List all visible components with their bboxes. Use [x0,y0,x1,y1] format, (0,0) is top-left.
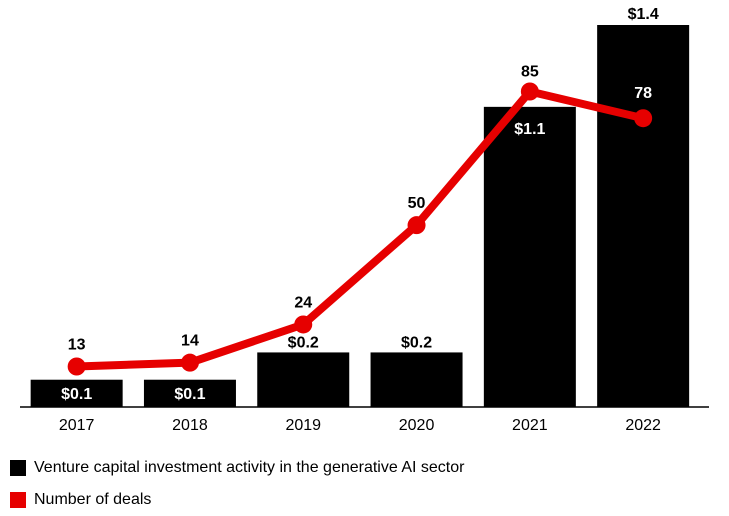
combo-chart: 2017 2018 2019 2020 2021 2022 $0.1 $0.1 $0.2 $0.2… [20,6,709,434]
deals-point-2022 [634,109,653,128]
x-tick-label-2018: 2018 [172,417,208,434]
labels-layer: 2017 2018 2019 2020 2021 2022 $0.1 $0.1 $0.2 $0.2… [59,6,661,434]
bar-value-label-2019: $0.2 [288,334,319,351]
legend-label-investment: Venture capital investment activity in t… [34,459,465,476]
x-tick-label-2019: 2019 [285,417,321,434]
bar-2018 [143,379,236,407]
deals-value-label-2020: 50 [408,195,426,212]
bar-2021 [483,106,576,407]
bars-layer [30,25,690,407]
deals-point-2021 [520,82,539,101]
bar-value-label-2022: $1.4 [628,6,659,23]
legend-item-deals: Number of deals [10,484,464,516]
deals-point-2017 [67,357,86,376]
x-tick-label-2017: 2017 [59,417,95,434]
legend-swatch-investment [10,460,26,476]
deals-value-label-2017: 13 [68,337,86,354]
deals-point-2020 [407,216,426,235]
deals-value-label-2021: 85 [521,64,539,81]
legend-swatch-deals [10,492,26,508]
bar-value-label-2018: $0.1 [174,386,205,403]
deals-line [72,87,648,371]
deals-value-label-2022: 78 [634,85,652,102]
bar-2020 [370,352,463,407]
bar-2019 [257,352,350,407]
bar-value-label-2021: $1.1 [514,121,545,138]
legend: Venture capital investment activity in t… [10,452,464,516]
deals-value-label-2019: 24 [294,294,312,311]
bar-value-label-2017: $0.1 [61,386,92,403]
bar-2017 [30,379,123,407]
deals-point-2018 [180,353,199,372]
x-tick-label-2021: 2021 [512,417,548,434]
bar-value-label-2020: $0.2 [401,334,432,351]
bar-2022 [597,25,690,407]
deals-point-2019 [294,315,313,334]
deals-value-label-2018: 14 [181,333,199,350]
x-tick-label-2020: 2020 [399,417,435,434]
legend-item-investment: Venture capital investment activity in t… [10,452,464,484]
legend-label-deals: Number of deals [34,491,152,508]
x-tick-label-2022: 2022 [625,417,661,434]
line-layer [67,82,653,376]
